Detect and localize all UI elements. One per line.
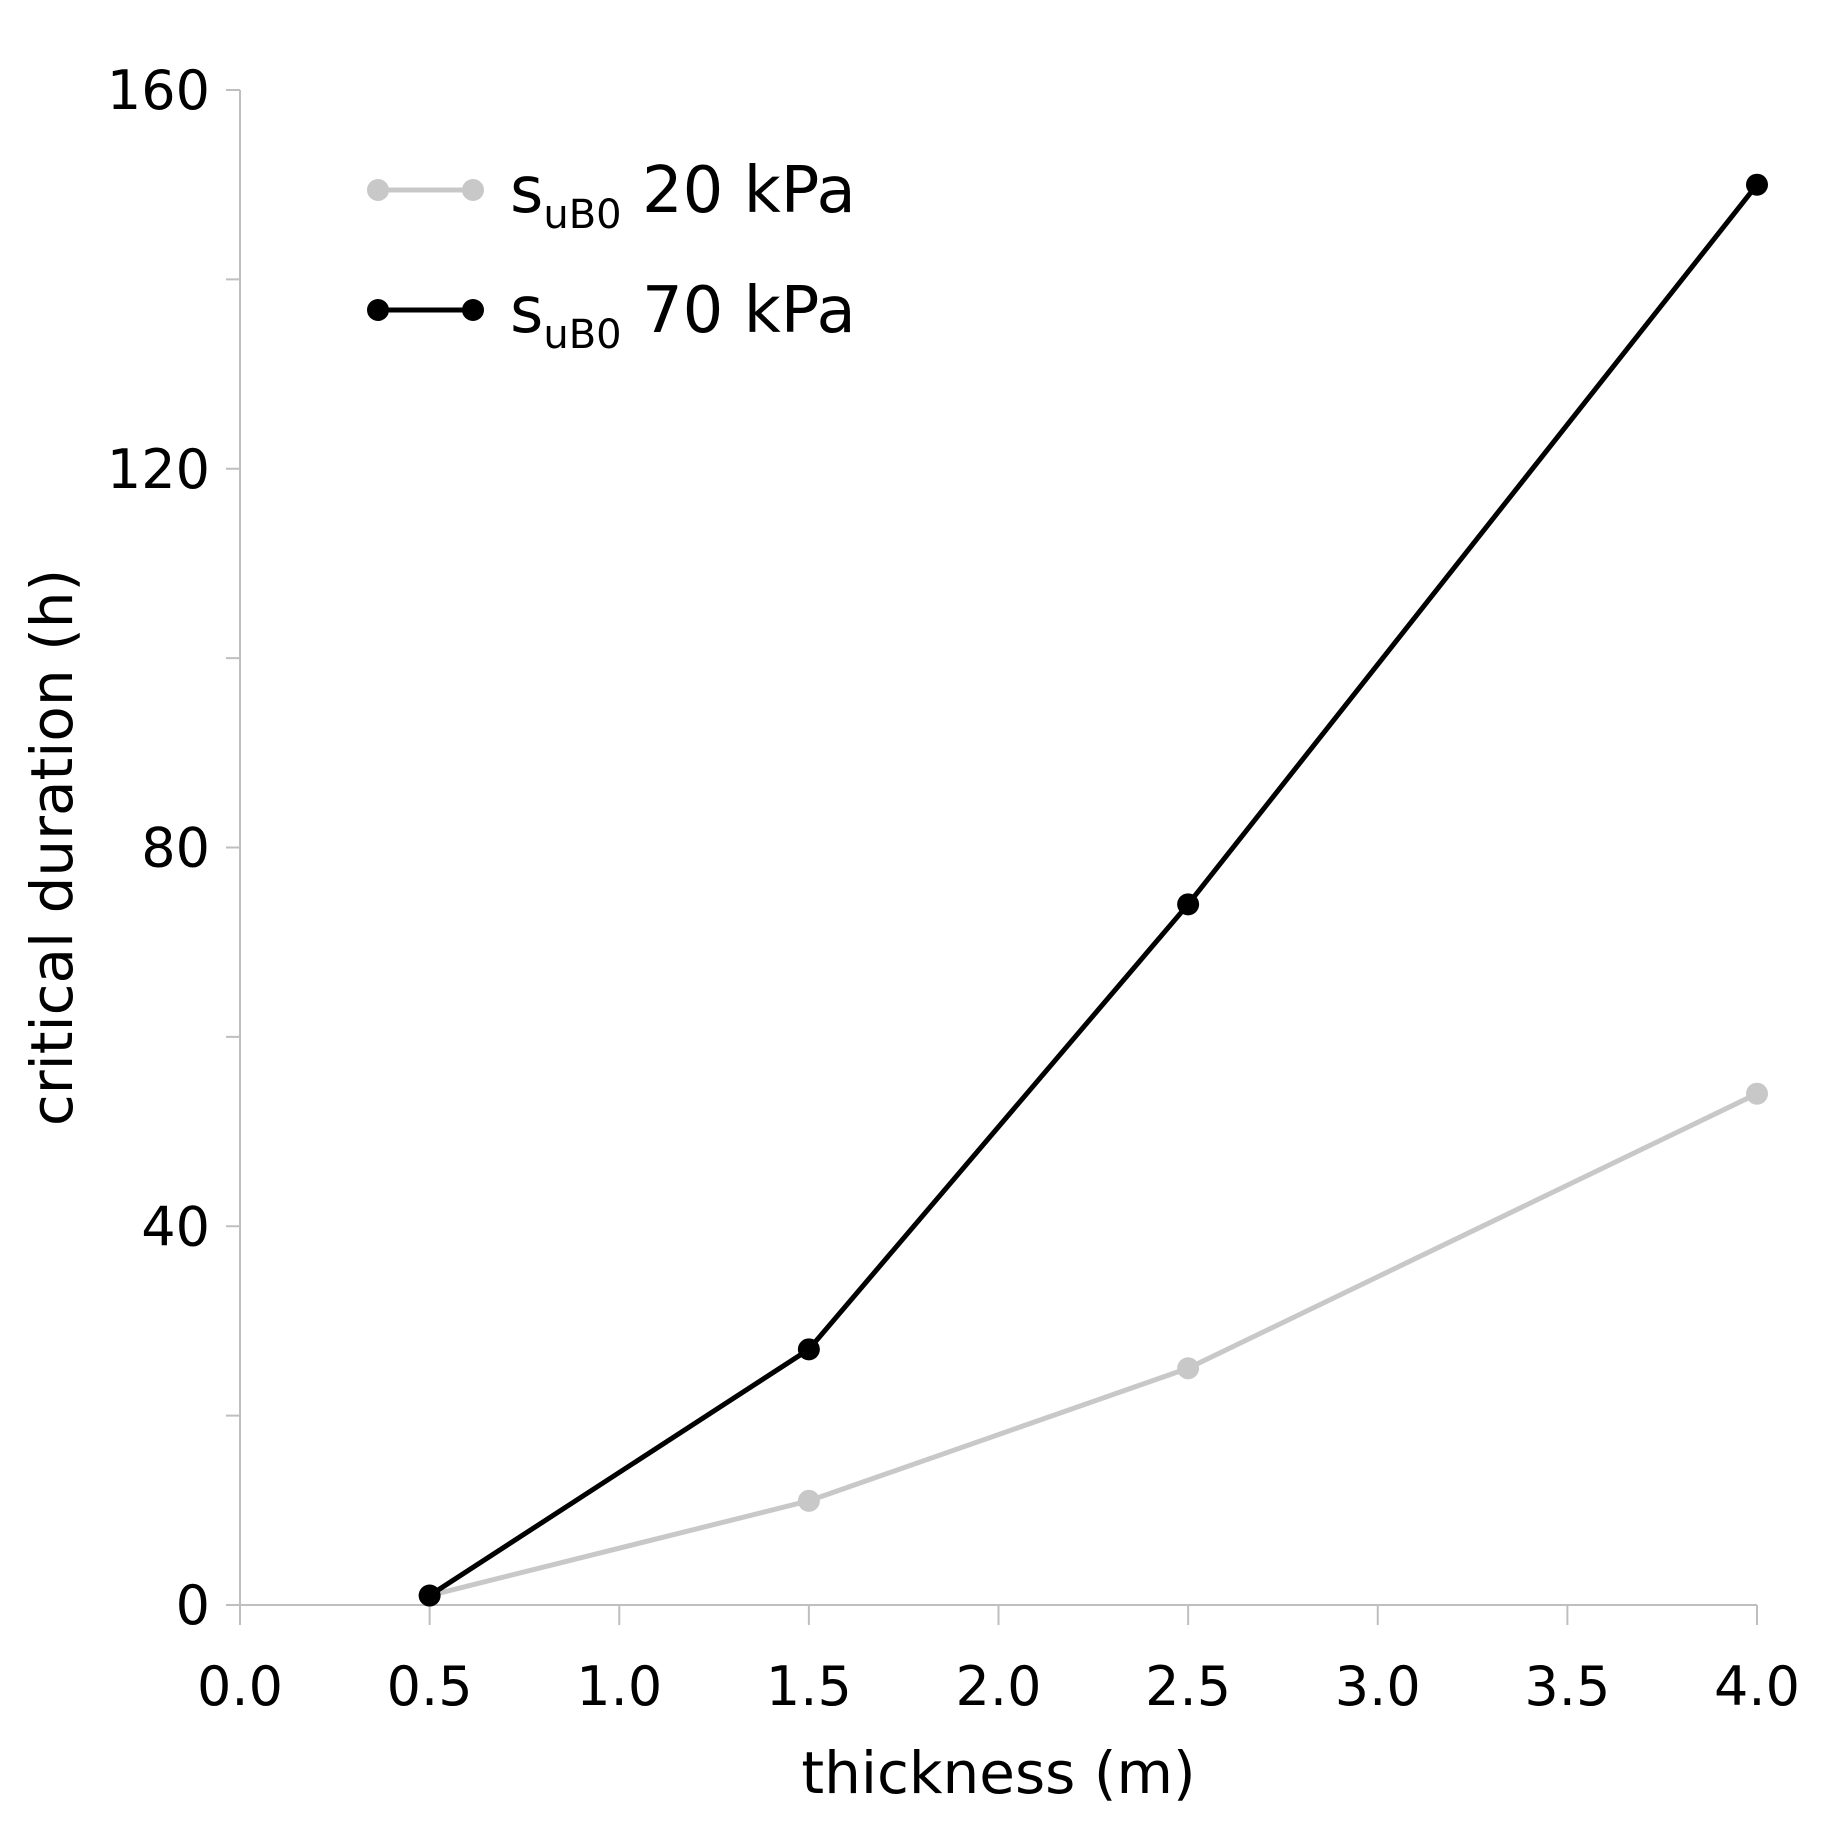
x-tick-label: 1.5 [766, 1655, 852, 1718]
y-axis-title: critical duration (h) [18, 569, 86, 1126]
y-tick-label: 120 [107, 438, 210, 501]
x-axis-title: thickness (m) [801, 1739, 1195, 1807]
legend-item: suB0 20 kPa [367, 154, 856, 238]
series-line [428, 183, 1759, 1598]
data-point [797, 1338, 820, 1361]
data-point [418, 1584, 441, 1607]
legend-label-subscript: uB0 [543, 192, 621, 238]
legend-label-main: s [510, 154, 543, 228]
x-tick-label: 1.0 [576, 1655, 662, 1718]
data-point [797, 1489, 820, 1512]
series-layer [418, 173, 1768, 1607]
y-tick-label: 0 [176, 1574, 210, 1637]
x-tick-label: 0.5 [387, 1655, 473, 1718]
legend-label-rest: 70 kPa [622, 274, 856, 348]
legend-label-rest: 20 kPa [622, 154, 856, 228]
x-tick-label: 2.5 [1145, 1655, 1231, 1718]
x-tick-label: 3.5 [1524, 1655, 1610, 1718]
y-tick-label: 80 [141, 817, 210, 880]
x-tick-label: 0.0 [197, 1655, 283, 1718]
series-line [429, 1091, 1759, 1598]
legend-label-main: s [510, 274, 543, 348]
x-tick-label: 2.0 [956, 1655, 1042, 1718]
axes: 0 40 80 120 160 0.0 0.5 1.0 1.5 2.0 2.5 3.0 3.5 4.0 th… [18, 59, 1800, 1807]
legend-label: suB0 70 kPa [510, 274, 856, 358]
legend-marker [462, 179, 484, 201]
series-suB0-20kPa [418, 1082, 1768, 1607]
y-tick-label: 160 [107, 59, 210, 122]
data-point [1177, 893, 1200, 916]
legend-marker [462, 299, 484, 321]
data-point [1746, 1082, 1768, 1105]
data-point [1746, 173, 1768, 196]
x-tick-label: 3.0 [1335, 1655, 1421, 1718]
series-suB0-70kPa [418, 173, 1768, 1607]
legend-marker [367, 179, 389, 201]
y-tick-label: 40 [141, 1195, 210, 1258]
legend-label: suB0 20 kPa [510, 154, 856, 238]
legend-item: suB0 70 kPa [367, 274, 856, 358]
x-tick-label: 4.0 [1714, 1655, 1800, 1718]
data-point [1177, 1357, 1200, 1380]
legend-label-subscript: uB0 [543, 312, 621, 358]
legend-marker [367, 299, 389, 321]
